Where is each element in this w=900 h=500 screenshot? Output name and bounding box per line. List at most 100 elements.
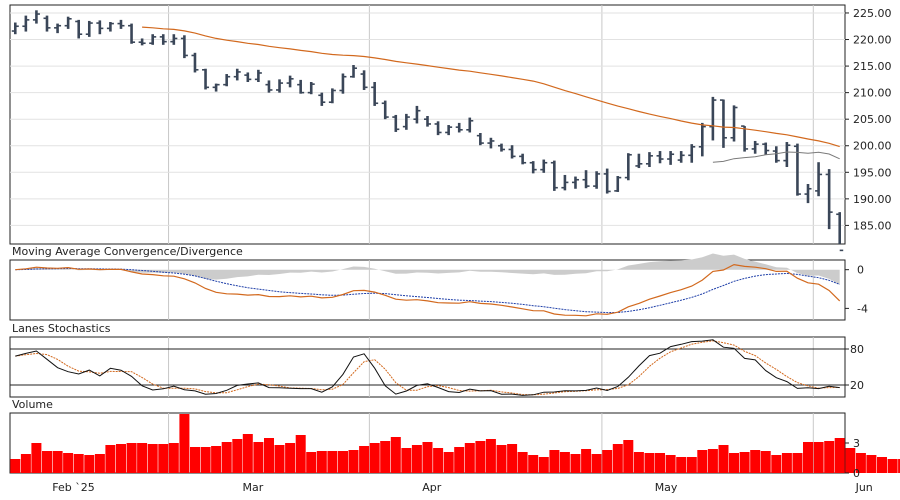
volume-bar [475, 441, 486, 473]
volume-bar [316, 451, 327, 473]
volume-bar [633, 452, 644, 473]
volume-bar [834, 438, 845, 473]
volume-bar [147, 444, 158, 473]
stochastic-panel [10, 339, 845, 396]
volume-bar [824, 441, 835, 473]
price-bar [265, 80, 273, 93]
price-bar [603, 168, 611, 194]
volume-bar [665, 455, 676, 473]
volume-bar [559, 452, 570, 473]
price-bar [212, 83, 220, 92]
price-bar [614, 176, 622, 192]
price-bar [54, 23, 62, 34]
price-bar [804, 183, 812, 204]
price-bar [96, 20, 104, 35]
volume-bar [242, 434, 253, 473]
price-bar [64, 16, 72, 29]
volume-bar [264, 438, 274, 473]
price-tick-label: 200.00 [853, 140, 892, 153]
price-bar [677, 151, 685, 163]
volume-bar [158, 444, 169, 473]
stochastic-tick-label: 80 [850, 343, 864, 356]
stoch-panel-frame [9, 336, 846, 398]
volume-bar [94, 454, 105, 473]
price-bar [339, 73, 347, 94]
price-tick-label: 225.00 [853, 7, 892, 20]
volume-bar [676, 457, 687, 473]
volume-tick-label: 0 [853, 467, 860, 480]
volume-bar [433, 448, 444, 473]
price-tick-label: 220.00 [853, 34, 892, 47]
price-tick-label: 205.00 [853, 113, 892, 126]
price-bar [138, 38, 146, 46]
price-bar [402, 113, 410, 130]
price-bar [106, 21, 114, 32]
volume-bar [295, 435, 306, 473]
volume-bar [200, 447, 211, 473]
price-bar [11, 22, 19, 35]
chart-panels [9, 4, 846, 474]
price-bar [445, 125, 453, 136]
price-bar [318, 92, 326, 106]
volume-bar [253, 442, 264, 473]
volume-bar [390, 437, 401, 473]
price-bar [381, 100, 389, 120]
price-bar [202, 68, 210, 90]
volume-bar [190, 447, 200, 473]
price-bar [244, 72, 252, 83]
price-bar [571, 176, 579, 189]
volume-bar [887, 459, 898, 473]
price-bar [434, 121, 442, 136]
price-bar [466, 117, 474, 133]
volume-bar [10, 459, 21, 473]
volume-bar [803, 442, 813, 473]
volume-bar [52, 451, 63, 473]
price-bar [825, 169, 833, 230]
volume-bar [454, 447, 465, 473]
volume-bar [866, 455, 877, 473]
price-bar [762, 142, 770, 155]
price-bar [730, 105, 738, 142]
volume-bar [211, 446, 222, 473]
price-bar [75, 19, 83, 39]
volume-bar [855, 453, 866, 473]
volume-bar [792, 453, 803, 473]
price-bar [170, 34, 178, 45]
macd-panel-frame [9, 259, 846, 321]
volume-bar [338, 451, 348, 473]
price-bar [815, 162, 823, 197]
volume-bar [348, 450, 359, 473]
volume-bar [422, 442, 433, 473]
volume-bar [623, 440, 634, 473]
volume-bar [369, 443, 380, 473]
volume-bar [538, 457, 549, 473]
price-bar [424, 116, 431, 127]
volume-bar [485, 439, 496, 473]
price-bar [128, 23, 136, 44]
volume-bar [517, 452, 528, 473]
price-bar [392, 114, 400, 132]
volume-bar [31, 443, 42, 473]
price-bar [783, 142, 791, 167]
volume-bar [137, 443, 148, 473]
price-bar [413, 105, 421, 124]
price-bar [751, 140, 759, 154]
volume-bar [168, 443, 179, 473]
price-bar [540, 159, 548, 173]
price-bar [624, 153, 632, 181]
macd-panel [15, 253, 841, 317]
volume-bar [760, 451, 771, 473]
volume-bar [274, 445, 285, 473]
macd-line [15, 263, 841, 317]
price-bar [191, 52, 199, 73]
price-bar [371, 82, 379, 106]
volume-bar [655, 453, 665, 473]
ma-long-line [142, 26, 840, 148]
price-bar [561, 174, 569, 191]
price-bar [793, 143, 801, 196]
grid-lines [10, 5, 845, 473]
volume-bar [877, 457, 887, 473]
stochastic-tick-label: 20 [850, 379, 864, 392]
volume-bar [306, 452, 317, 473]
volume-bar [20, 454, 31, 473]
